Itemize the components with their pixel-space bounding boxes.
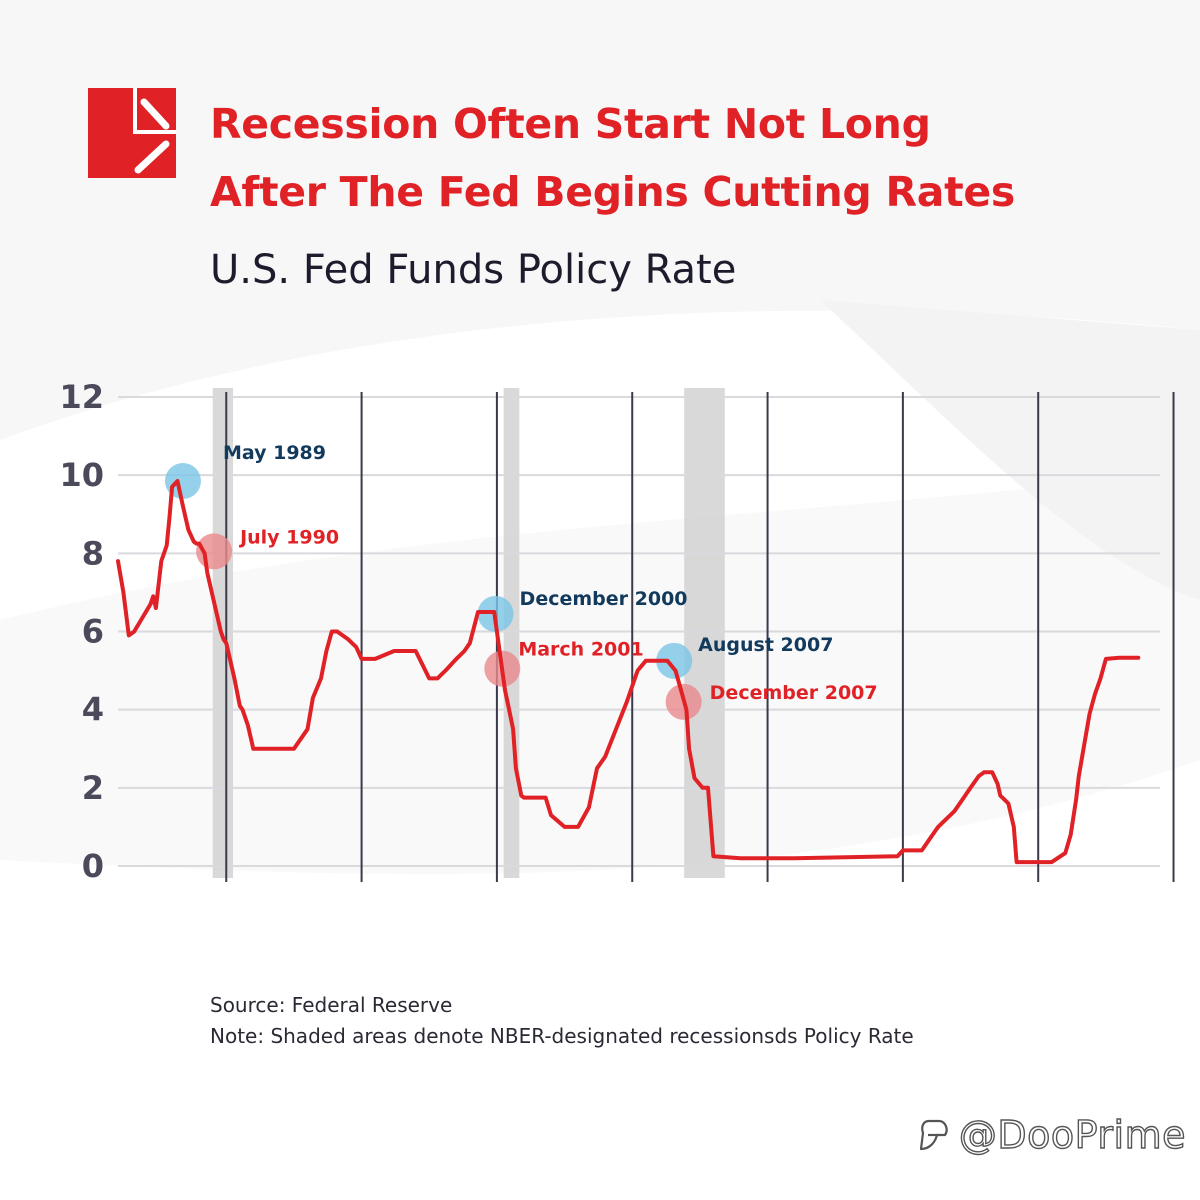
chart-title-line-2: After The Fed Begins Cutting Rates bbox=[210, 168, 1015, 216]
y-tick-label-0: 0 bbox=[82, 847, 104, 885]
series-line-fed-funds-rate bbox=[116, 479, 1141, 865]
chart-footnotes: Source: Federal Reserve Note: Shaded are… bbox=[210, 990, 914, 1052]
brand-logo bbox=[88, 88, 176, 178]
chart-title-line-1: Recession Often Start Not Long bbox=[210, 100, 931, 148]
chart-grid bbox=[118, 392, 1175, 882]
y-tick-label-4: 4 bbox=[82, 691, 104, 729]
event-label-3: December 2000 bbox=[520, 588, 688, 610]
dooprime-logo-icon bbox=[919, 1119, 948, 1151]
event-label-2: July 1990 bbox=[238, 526, 339, 548]
note-text: Note: Shaded areas denote NBER-designate… bbox=[210, 1024, 914, 1048]
source-text: Source: Federal Reserve bbox=[210, 993, 453, 1017]
event-marker-1 bbox=[164, 463, 201, 500]
y-tick-label-8: 8 bbox=[82, 534, 104, 572]
y-tick-label-12: 12 bbox=[59, 378, 104, 416]
y-tick-label-10: 10 bbox=[59, 456, 104, 494]
watermark-text: @DooPrime bbox=[958, 1112, 1186, 1157]
event-label-5: August 2007 bbox=[698, 634, 833, 656]
event-labels: May 1989 July 1990 December 2000 March 2001… bbox=[223, 442, 878, 704]
event-marker-5 bbox=[656, 642, 693, 679]
chart-subtitle: U.S. Fed Funds Policy Rate bbox=[210, 247, 737, 293]
y-tick-label-6: 6 bbox=[82, 613, 104, 651]
event-label-6: December 2007 bbox=[710, 682, 878, 704]
chart-title: Recession Often Start Not Long After The… bbox=[210, 90, 1110, 226]
y-tick-label-2: 2 bbox=[82, 769, 104, 807]
event-label-1: May 1989 bbox=[223, 442, 326, 464]
recession-band-3 bbox=[684, 388, 725, 878]
event-label-4: March 2001 bbox=[518, 639, 643, 661]
event-markers bbox=[164, 463, 702, 720]
watermark: @DooPrime bbox=[915, 1110, 1186, 1160]
y-axis-ticks: 0 2 4 6 8 10 12 bbox=[59, 378, 104, 885]
recession-band-2 bbox=[503, 388, 520, 878]
